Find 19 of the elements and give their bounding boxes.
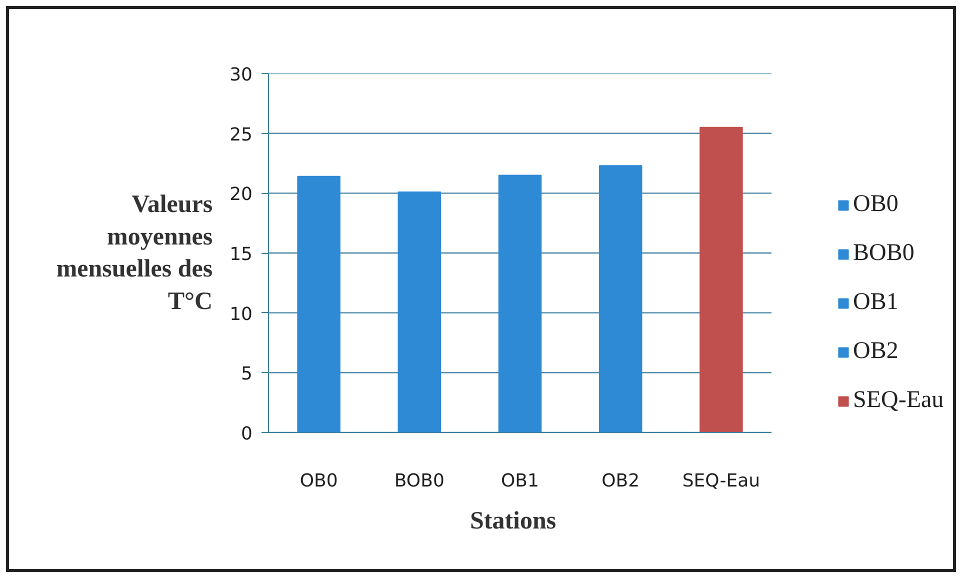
x-tick-label: BOB0 (394, 470, 444, 492)
legend-label: OB0 (853, 191, 898, 218)
x-tick-label: OB0 (300, 470, 338, 492)
x-tick-label: SEQ-Eau (682, 470, 760, 492)
y-tick-label: 25 (230, 124, 252, 146)
y-tick-label: 0 (241, 424, 252, 444)
legend-label: BOB0 (853, 240, 914, 267)
legend-label: SEQ-Eau (853, 387, 944, 414)
legend-label: OB2 (853, 338, 898, 365)
x-tick-label: OB2 (602, 470, 640, 492)
x-tick-label: OB1 (501, 470, 539, 492)
legend-label: OB1 (853, 289, 898, 316)
x-axis-title: Stations (470, 508, 556, 534)
y-tick-label: 10 (230, 304, 252, 325)
y-tick-label: 30 (230, 64, 252, 86)
y-axis-title: Valeurs moyennes mensuelles des T°C (56, 190, 213, 316)
y-tick-label: 15 (230, 244, 252, 265)
y-tick-label: 5 (241, 364, 252, 385)
y-tick-label: 20 (230, 184, 252, 206)
